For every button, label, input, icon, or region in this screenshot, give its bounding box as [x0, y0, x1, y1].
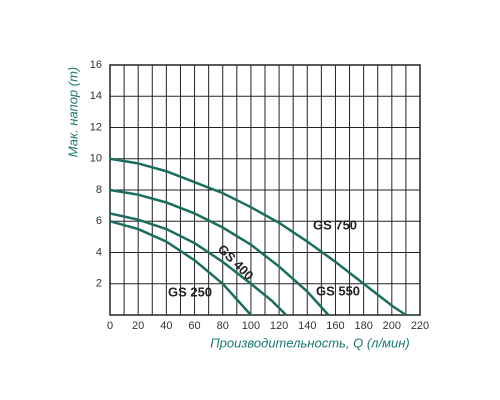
y-tick-label: 16: [90, 59, 102, 71]
series-line: [109, 157, 407, 317]
x-tick-label: 200: [383, 320, 401, 332]
x-tick-label: 40: [160, 320, 172, 332]
x-tick-label: 180: [354, 320, 372, 332]
x-tick-label: 20: [132, 320, 144, 332]
y-tick-label: 8: [96, 184, 102, 196]
y-tick-label: 12: [90, 121, 102, 133]
x-tick-label: 60: [188, 320, 200, 332]
x-tick-label: 140: [298, 320, 316, 332]
y-tick-label: 10: [90, 153, 102, 165]
series-line: [109, 220, 252, 316]
series-line: [109, 212, 288, 316]
y-tick-label: 6: [96, 215, 102, 227]
x-tick-label: 160: [326, 320, 344, 332]
series-label: GS 750: [313, 217, 357, 232]
x-axis-label: Производительность, Q (л/мин): [210, 335, 410, 350]
y-tick-label: 2: [96, 278, 102, 290]
series-line: [109, 188, 330, 316]
series-label: GS 250: [168, 284, 212, 299]
x-tick-label: 0: [107, 320, 113, 332]
y-tick-label: 4: [96, 246, 102, 258]
x-tick-label: 220: [411, 320, 429, 332]
x-tick-label: 80: [217, 320, 229, 332]
y-tick-label: 14: [90, 90, 102, 102]
x-tick-label: 100: [242, 320, 260, 332]
x-tick-label: 120: [270, 320, 288, 332]
y-axis-label: Мак. напор (m): [65, 67, 80, 158]
series-label: GS 550: [316, 283, 360, 298]
